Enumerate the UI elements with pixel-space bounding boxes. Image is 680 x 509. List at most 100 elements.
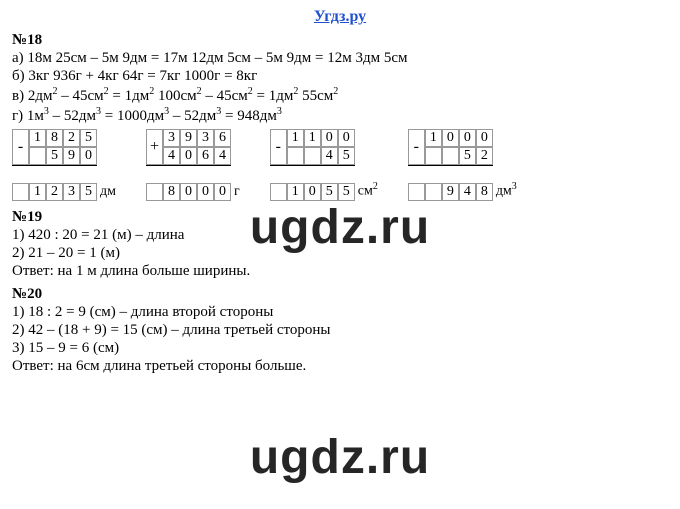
digit: 1 xyxy=(287,129,304,147)
digit: 1 xyxy=(304,129,321,147)
text: – 52дм xyxy=(49,108,96,124)
problem-18-label: №18 xyxy=(12,32,668,49)
text: = 1дм xyxy=(253,88,294,104)
digit: 9 xyxy=(180,129,197,147)
digit: 0 xyxy=(214,183,231,201)
digit: 1 xyxy=(287,183,304,201)
site-header: Угдз.ру xyxy=(12,8,668,26)
calc-unit: дм xyxy=(100,184,116,201)
digit: 5 xyxy=(338,183,355,201)
text: 100см xyxy=(154,88,196,104)
digit: 4 xyxy=(214,147,231,165)
text: = 1000дм xyxy=(101,108,164,124)
digit: 5 xyxy=(321,183,338,201)
digit: 5 xyxy=(80,183,97,201)
digit: 3 xyxy=(197,129,214,147)
digit: 2 xyxy=(46,183,63,201)
calc-unit: см2 xyxy=(358,181,378,201)
exp: 2 xyxy=(333,86,338,97)
p20-line-1: 1) 18 : 2 = 9 (см) – длина второй сторон… xyxy=(12,304,668,321)
calc-2: + 3 9 3 6 4 0 6 4 8 0 0 0 г xyxy=(146,129,240,201)
calc-unit: г xyxy=(234,184,240,201)
calc-4: - 1 0 0 0 5 2 9 4 8 дм3 xyxy=(408,129,517,201)
p20-line-2: 2) 42 – (18 + 9) = 15 (см) – длина треть… xyxy=(12,322,668,339)
exp: 3 xyxy=(512,181,517,192)
digit: 2 xyxy=(476,147,493,165)
text: – 45см xyxy=(57,88,103,104)
text: г) 1м xyxy=(12,108,44,124)
digit: 0 xyxy=(180,147,197,165)
text: – 45см xyxy=(202,88,248,104)
digit: 0 xyxy=(442,129,459,147)
watermark: ugdz.ru xyxy=(250,430,430,485)
text: – 52дм xyxy=(169,108,216,124)
text: в) 2дм xyxy=(12,88,52,104)
digit: 3 xyxy=(163,129,180,147)
p19-line-1: 1) 420 : 20 = 21 (м) – длина xyxy=(12,227,668,244)
digit: 8 xyxy=(163,183,180,201)
digit xyxy=(425,147,442,165)
digit: 9 xyxy=(63,147,80,165)
digit xyxy=(287,147,304,165)
calc-sign: - xyxy=(12,129,29,165)
p18-line-c: в) 2дм2 – 45см2 = 1дм2 100см2 – 45см2 = … xyxy=(12,86,668,105)
text: = 1дм xyxy=(109,88,150,104)
p20-line-3: 3) 15 – 9 = 6 (см) xyxy=(12,340,668,357)
digit xyxy=(408,183,425,201)
digit: 0 xyxy=(180,183,197,201)
text: = 948дм xyxy=(221,108,277,124)
exp: 3 xyxy=(277,106,282,117)
digit: 0 xyxy=(80,147,97,165)
problem-20-label: №20 xyxy=(12,286,668,303)
digit: 1 xyxy=(29,129,46,147)
calc-rule xyxy=(270,165,355,166)
problem-19-label: №19 xyxy=(12,209,668,226)
text: 55см xyxy=(298,88,333,104)
calc-sign: + xyxy=(146,129,163,165)
digit xyxy=(12,183,29,201)
digit xyxy=(146,183,163,201)
digit: 5 xyxy=(338,147,355,165)
digit xyxy=(29,147,46,165)
digit: 6 xyxy=(197,147,214,165)
digit: 0 xyxy=(338,129,355,147)
calc-unit: дм3 xyxy=(496,181,517,201)
digit: 0 xyxy=(321,129,338,147)
unit-text: дм xyxy=(496,184,512,199)
calc-rule xyxy=(146,165,231,166)
calc-3: - 1 1 0 0 4 5 1 0 5 5 см2 xyxy=(270,129,378,201)
digit xyxy=(304,147,321,165)
p19-line-2: 2) 21 – 20 = 1 (м) xyxy=(12,245,668,262)
digit: 5 xyxy=(46,147,63,165)
digit: 0 xyxy=(304,183,321,201)
p18-line-d: г) 1м3 – 52дм3 = 1000дм3 – 52дм3 = 948дм… xyxy=(12,106,668,125)
digit: 2 xyxy=(63,129,80,147)
digit: 0 xyxy=(476,129,493,147)
digit: 0 xyxy=(459,129,476,147)
digit xyxy=(425,183,442,201)
exp: 2 xyxy=(373,181,378,192)
digit: 3 xyxy=(63,183,80,201)
digit: 8 xyxy=(46,129,63,147)
digit: 4 xyxy=(321,147,338,165)
digit: 5 xyxy=(80,129,97,147)
digit xyxy=(442,147,459,165)
p19-answer: Ответ: на 1 м длина больше ширины. xyxy=(12,263,668,280)
digit: 5 xyxy=(459,147,476,165)
unit-text: см xyxy=(358,184,373,199)
digit: 1 xyxy=(425,129,442,147)
digit: 6 xyxy=(214,129,231,147)
digit: 4 xyxy=(163,147,180,165)
digit: 8 xyxy=(476,183,493,201)
calc-sign: - xyxy=(270,129,287,165)
p18-line-a: а) 18м 25см – 5м 9дм = 17м 12дм 5см – 5м… xyxy=(12,50,668,67)
calc-rule xyxy=(408,165,493,166)
p20-answer: Ответ: на 6см длина третьей стороны боль… xyxy=(12,358,668,375)
digit: 4 xyxy=(459,183,476,201)
calc-1: - 1 8 2 5 5 9 0 1 2 3 5 дм xyxy=(12,129,116,201)
digit xyxy=(270,183,287,201)
digit: 1 xyxy=(29,183,46,201)
digit: 0 xyxy=(197,183,214,201)
p18-line-b: б) 3кг 936г + 4кг 64г = 7кг 1000г = 8кг xyxy=(12,68,668,85)
digit: 9 xyxy=(442,183,459,201)
